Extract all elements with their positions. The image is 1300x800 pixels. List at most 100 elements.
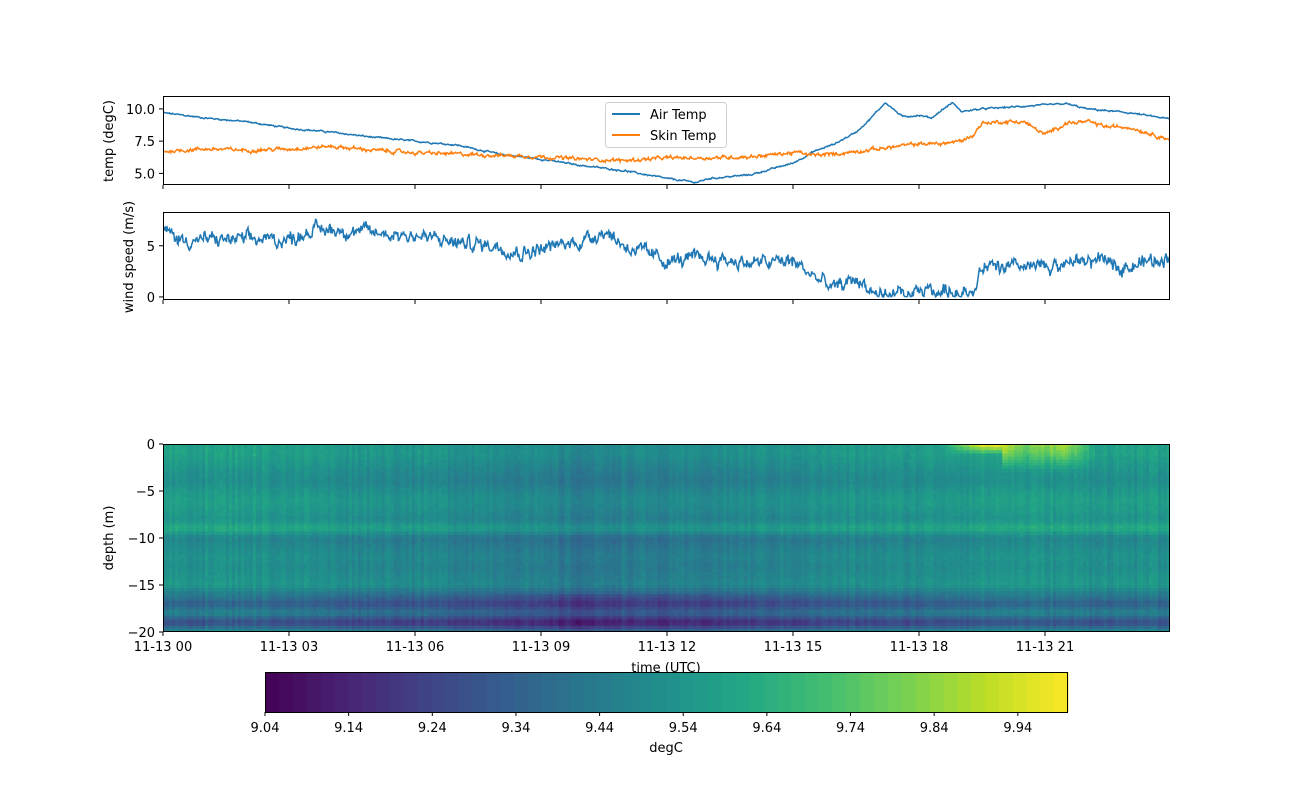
- heatmap-cell: [750, 444, 755, 448]
- heatmap-cell: [1143, 447, 1147, 451]
- heatmap-cell: [306, 453, 311, 458]
- heatmap-cell: [216, 444, 221, 448]
- heatmap-cell: [1002, 450, 1006, 454]
- heatmap-cell: [696, 444, 701, 448]
- heatmap-cell: [927, 453, 931, 458]
- heatmap-cell: [204, 444, 209, 448]
- heatmap-cell: [591, 447, 596, 451]
- heatmap-cell: [264, 447, 269, 451]
- heatmap-cell: [522, 453, 527, 458]
- heatmap-cell: [1140, 447, 1144, 451]
- heatmap-cell: [414, 450, 419, 454]
- heatmap-cell: [942, 447, 946, 451]
- heatmap-cell: [783, 450, 787, 454]
- heatmap-cell: [1101, 450, 1105, 454]
- heatmap-cell: [318, 456, 323, 461]
- heatmap-cell: [474, 450, 479, 454]
- heatmap-cell: [1122, 450, 1126, 454]
- heatmap-cell: [582, 453, 587, 458]
- heatmap-cell: [597, 444, 602, 448]
- heatmap-cell: [279, 444, 284, 448]
- heatmap-cell: [774, 444, 778, 448]
- heatmap-cell: [963, 444, 967, 448]
- heatmap-cell: [729, 453, 734, 458]
- heatmap-cell: [474, 453, 479, 458]
- heatmap-cell: [669, 447, 674, 451]
- heatmap-cell: [1131, 444, 1135, 448]
- heatmap-cell: [825, 450, 829, 454]
- heatmap-cell: [630, 450, 635, 454]
- heatmap-cell: [399, 453, 404, 458]
- heatmap-cell: [465, 453, 470, 458]
- heatmap-cell: [900, 444, 904, 448]
- heatmap-cell: [891, 447, 895, 451]
- heatmap-cell: [780, 453, 784, 458]
- heatmap-cell: [618, 453, 623, 458]
- heatmap-cell: [480, 456, 485, 461]
- heatmap-cell: [864, 450, 868, 454]
- heatmap-cell: [705, 444, 710, 448]
- heatmap-cell: [813, 453, 817, 458]
- heatmap-cell: [1038, 444, 1042, 448]
- heatmap-cell: [1038, 447, 1042, 451]
- heatmap-cell: [393, 444, 398, 448]
- heatmap-cell: [163, 456, 167, 461]
- heatmap-cell: [1116, 444, 1120, 448]
- heatmap-cell: [927, 444, 931, 448]
- heatmap-cell: [816, 450, 820, 454]
- heatmap-cell: [1017, 447, 1021, 451]
- heatmap-cell: [237, 453, 242, 458]
- heatmap-cell: [249, 444, 254, 448]
- heatmap-cell: [924, 450, 928, 454]
- heatmap-cell: [1014, 450, 1018, 454]
- heatmap-cell: [711, 447, 716, 451]
- heatmap-cell: [609, 444, 614, 448]
- heatmap-cell: [462, 453, 467, 458]
- heatmap-cell: [891, 453, 895, 458]
- heatmap-cell: [888, 453, 892, 458]
- heatmap-cell: [666, 447, 671, 451]
- heatmap-cell: [870, 450, 874, 454]
- heatmap-cell: [237, 444, 242, 448]
- heatmap-cell: [846, 450, 850, 454]
- heatmap-cell: [261, 450, 266, 454]
- heatmap-cell: [666, 444, 671, 448]
- heatmap-cell: [612, 450, 617, 454]
- heatmap-cell: [297, 444, 302, 448]
- heatmap-cell: [960, 444, 964, 448]
- heatmap-cell: [813, 444, 817, 448]
- heatmap-cell: [603, 444, 608, 448]
- heatmap-cell: [567, 450, 572, 454]
- heatmap-cell: [597, 447, 602, 451]
- heatmap-cell: [960, 453, 964, 458]
- heatmap-cell: [1146, 447, 1150, 451]
- heatmap-cell: [1056, 450, 1060, 454]
- heatmap-cell: [690, 444, 695, 448]
- heatmap-cell: [1044, 450, 1048, 454]
- heatmap-cell: [1125, 453, 1129, 458]
- heatmap-cell: [267, 456, 272, 461]
- heatmap-cell: [411, 450, 416, 454]
- heatmap-cell: [468, 453, 473, 458]
- heatmap-cell: [174, 456, 179, 461]
- heatmap-cell: [210, 447, 215, 451]
- heatmap-cell: [639, 447, 644, 451]
- heatmap-cell: [1107, 453, 1111, 458]
- heatmap-cell: [405, 456, 410, 461]
- heatmap-cell: [978, 447, 982, 451]
- heatmap-cell: [288, 447, 293, 451]
- heatmap-cell: [831, 450, 835, 454]
- heatmap-cell: [771, 450, 775, 454]
- heatmap-cell: [252, 447, 257, 451]
- heatmap-cell: [540, 444, 545, 448]
- heatmap-cell: [453, 456, 458, 461]
- heatmap-cell: [1011, 447, 1015, 451]
- heatmap-cell: [771, 453, 775, 458]
- heatmap-cell: [192, 444, 197, 448]
- heatmap-cell: [252, 450, 257, 454]
- heatmap-cell: [360, 444, 365, 448]
- heatmap-cell: [1044, 447, 1048, 451]
- heatmap-cell: [996, 450, 1000, 454]
- heatmap-cell: [435, 453, 440, 458]
- heatmap-cell: [363, 444, 368, 448]
